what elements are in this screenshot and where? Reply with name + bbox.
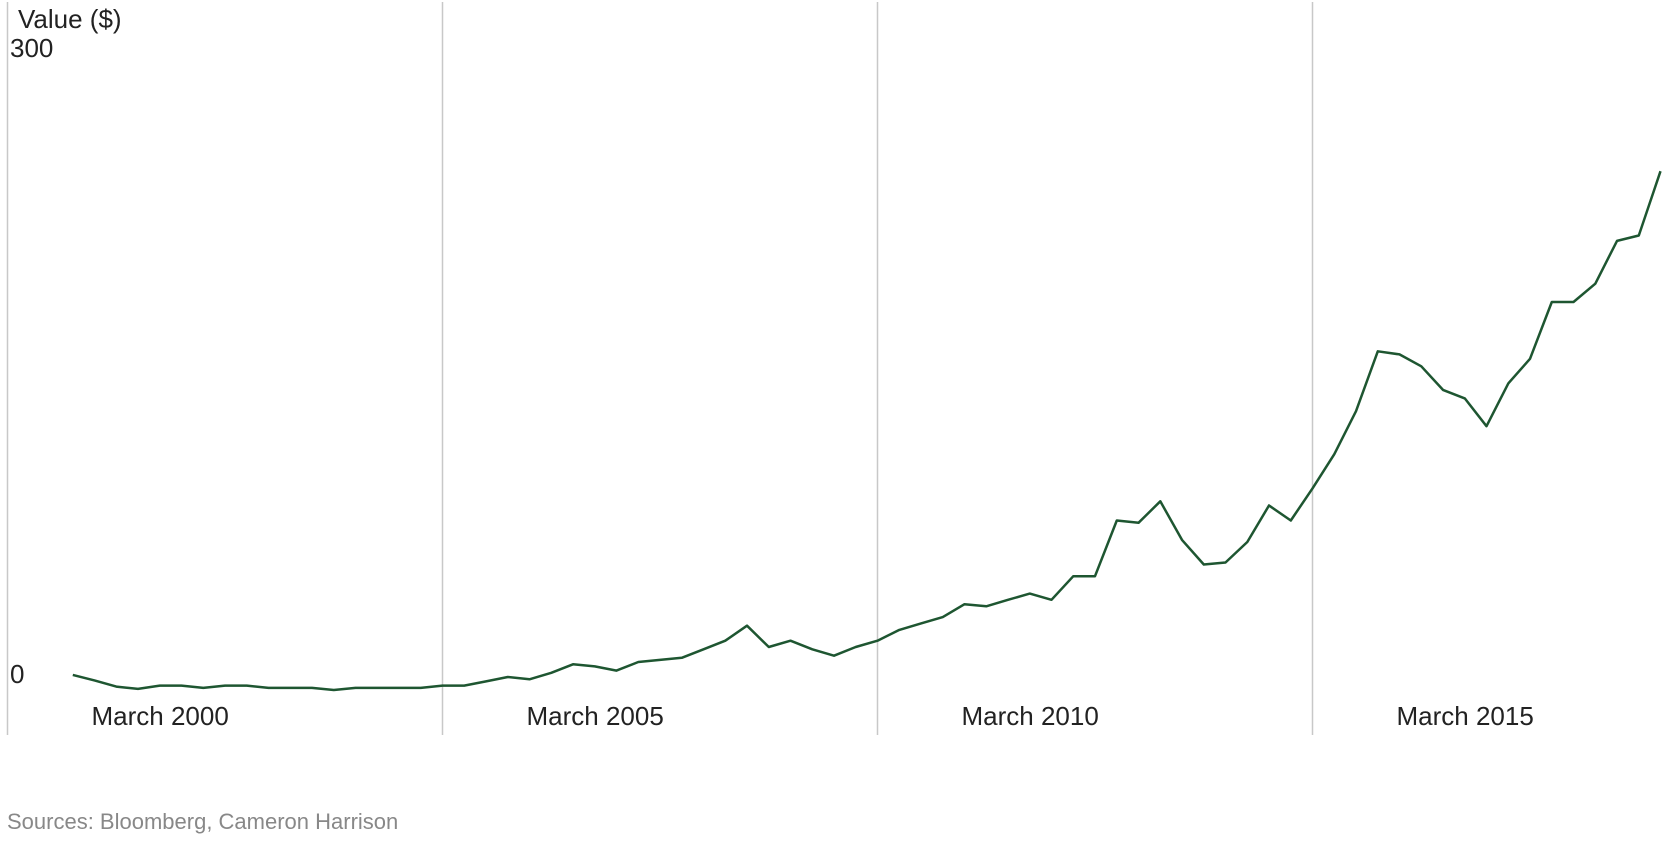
data-line [72,170,1662,692]
x-tick-label: March 2000 [92,701,229,731]
x-tick-label: March 2010 [962,701,1099,731]
y-tick-label: 300 [10,33,53,63]
y-tick-label: 0 [10,659,24,689]
x-tick-label: March 2015 [1397,701,1534,731]
y-axis-title: Value ($) [18,4,122,34]
source-note: Sources: Bloomberg, Cameron Harrison [7,809,398,834]
x-tick-label: March 2005 [527,701,664,731]
